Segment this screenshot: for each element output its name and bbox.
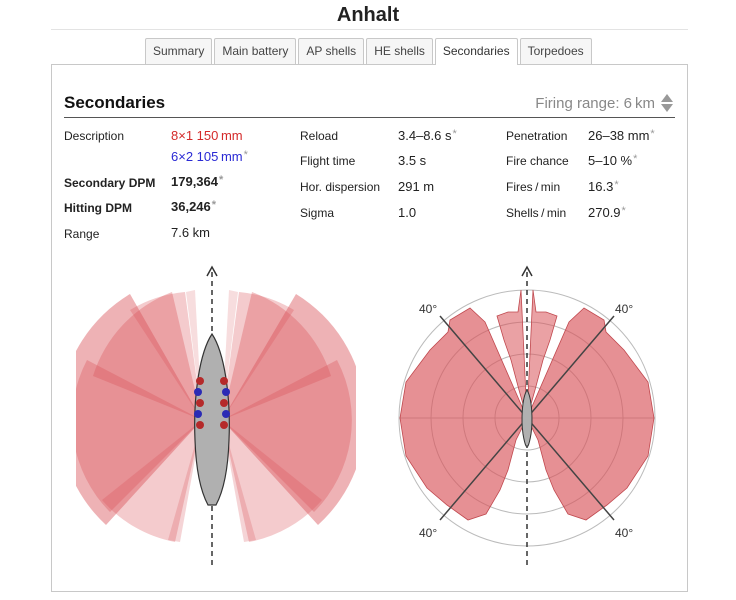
shells-per-min-text: 270.9	[588, 205, 621, 220]
gun-150mm-marker	[220, 399, 228, 407]
polar-axis-arrow-icon	[521, 265, 533, 277]
sigma-value: 1.0	[398, 205, 417, 220]
hitting-dpm-text: 36,246	[171, 199, 211, 214]
firing-range-selector[interactable]: Firing range: 6 km	[535, 93, 673, 113]
reload-value: 3.4–8.6 s*	[398, 128, 457, 143]
hor-dispersion-label: Hor. dispersion	[300, 180, 381, 194]
firing-arcs-diagram	[76, 265, 356, 568]
arc-sector	[222, 292, 331, 420]
flight-time-label: Flight time	[300, 154, 356, 168]
arc-sector	[93, 292, 202, 420]
arc-sectors-right	[222, 290, 356, 542]
arc-sector	[222, 420, 322, 542]
arc-sector	[76, 294, 202, 525]
range-value: 7.6 km	[171, 225, 211, 240]
section-heading: Secondaries	[64, 93, 166, 112]
polar-coverage-diagram: 40° 40° 40° 40°	[398, 265, 656, 568]
arc-sector	[222, 294, 356, 525]
secondary-dpm-label: Secondary DPM	[64, 176, 156, 190]
arrow-down-icon[interactable]	[661, 104, 673, 112]
tab-ap-shells[interactable]: AP shells	[298, 38, 365, 64]
coverage-sector	[399, 307, 528, 521]
tab-summary[interactable]: Summary	[145, 38, 213, 64]
arc-sector	[222, 420, 256, 542]
star-mark: *	[452, 128, 457, 140]
gun-150mm-marker	[220, 421, 228, 429]
star-mark: *	[211, 199, 217, 211]
gun-105mm-marker	[222, 410, 230, 418]
tab-main-battery[interactable]: Main battery	[214, 38, 297, 64]
reload-text: 3.4–8.6 s	[398, 128, 452, 143]
arrow-up-icon[interactable]	[661, 94, 673, 102]
hitting-dpm-label: Hitting DPM	[64, 201, 132, 215]
arc-sector	[102, 420, 202, 542]
section-divider	[64, 117, 675, 118]
gun-150mm-marker	[196, 399, 204, 407]
hor-dispersion-value: 291 m	[398, 179, 435, 194]
arc-sector	[130, 292, 202, 420]
arc-sector	[168, 420, 202, 542]
gun-105mm-marker	[194, 388, 202, 396]
range-stepper-icon[interactable]	[661, 93, 673, 113]
description-label: Description	[64, 129, 125, 143]
polar-ship-icon	[521, 389, 533, 447]
coverage-sector	[526, 289, 558, 419]
gun-150mm-marker	[196, 377, 204, 385]
angle-label: 40°	[615, 526, 633, 540]
guns-secondary-value: 6×2 105 mm*	[171, 149, 248, 164]
coverage-sector	[496, 289, 528, 419]
penetration-value: 26–38 mm*	[588, 128, 655, 143]
hitting-dpm-value: 36,246*	[171, 199, 216, 214]
arc-sector	[222, 292, 294, 420]
gun-105mm-marker	[194, 410, 202, 418]
arc-sector	[222, 360, 352, 512]
range-label: Range	[64, 227, 100, 241]
secondary-dpm-value: 179,364*	[171, 174, 223, 189]
firing-range-label: Firing range: 6 km	[535, 94, 655, 112]
coverage-sector	[526, 307, 655, 521]
axis-arrow-icon	[206, 265, 218, 277]
ship-title: Anhalt	[336, 4, 400, 26]
fire-chance-text: 5–10 %	[588, 153, 633, 168]
coverage-sectors	[399, 289, 655, 521]
reload-label: Reload	[300, 129, 339, 143]
star-mark: *	[633, 153, 638, 165]
angle-label: 40°	[615, 302, 633, 316]
title-divider	[51, 29, 688, 30]
guns-secondary-text: 6×2 105 mm	[171, 149, 243, 164]
shells-per-min-label: Shells / min	[506, 206, 567, 220]
fires-per-min-label: Fires / min	[506, 180, 561, 194]
tab-bar: Summary Main battery AP shells HE shells…	[145, 38, 594, 65]
gun-150mm-marker	[220, 377, 228, 385]
star-mark: *	[650, 128, 655, 140]
star-mark: *	[614, 179, 619, 191]
fires-per-min-value: 16.3*	[588, 179, 619, 194]
gun-positions	[194, 377, 230, 429]
secondary-dpm-text: 179,364	[171, 174, 218, 189]
fire-chance-value: 5–10 %*	[588, 153, 637, 168]
arc-sector	[76, 360, 202, 512]
star-mark: *	[621, 205, 626, 217]
tab-torpedoes[interactable]: Torpedoes	[519, 38, 592, 64]
star-mark: *	[219, 174, 224, 186]
fire-chance-label: Fire chance	[506, 154, 569, 168]
star-mark: *	[243, 149, 248, 161]
arc-sectors-left	[76, 290, 202, 542]
angle-label: 40°	[419, 526, 437, 540]
penetration-text: 26–38 mm	[588, 128, 650, 143]
tab-secondaries[interactable]: Secondaries	[434, 38, 518, 65]
fires-per-min-text: 16.3	[588, 179, 614, 194]
gun-150mm-marker	[196, 421, 204, 429]
penetration-label: Penetration	[506, 129, 568, 143]
shells-per-min-value: 270.9*	[588, 205, 626, 220]
sigma-label: Sigma	[300, 206, 335, 220]
tab-he-shells[interactable]: HE shells	[366, 38, 433, 64]
ship-hull	[194, 332, 230, 506]
flight-time-value: 3.5 s	[398, 153, 427, 168]
guns-primary-value: 8×1 150 mm	[171, 128, 243, 143]
angle-label: 40°	[419, 302, 437, 316]
gun-105mm-marker	[222, 388, 230, 396]
